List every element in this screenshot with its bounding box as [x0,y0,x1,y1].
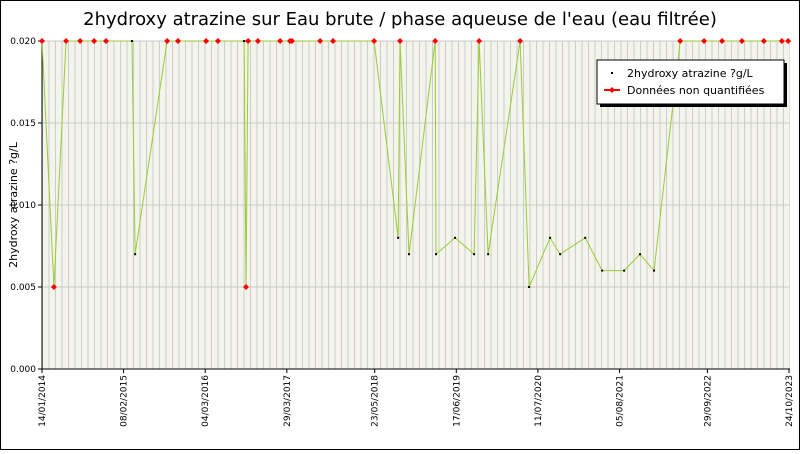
non-quantified-point [785,38,792,44]
y-tick-label: 0.005 [10,283,36,293]
non-quantified-point [738,38,745,44]
y-tick-label: 0.015 [10,119,36,129]
non-quantified-point [245,38,252,44]
non-quantified-point [77,38,84,44]
non-quantified-point [778,38,785,44]
non-quantified-point [63,38,70,44]
data-point [454,236,457,239]
non-quantified-point [243,284,250,290]
data-point [130,40,133,42]
non-quantified-point [397,38,404,44]
x-tick-label: 11/07/2020 [534,375,544,427]
data-point [601,269,604,272]
non-quantified-point [39,38,45,44]
non-quantified-point [701,38,708,44]
non-quantified-point [277,38,284,44]
chart-title: 2hydroxy atrazine sur Eau brute / phase … [83,9,717,30]
x-tick-label: 17/06/2019 [452,375,462,427]
legend-label: Données non quantifiées [627,84,765,97]
legend-marker [609,87,615,93]
data-point [435,253,438,256]
data-point [528,286,531,288]
x-tick-label: 05/08/2021 [616,375,626,427]
y-tick-label: 0.020 [10,37,36,47]
x-tick-label: 08/02/2015 [120,375,130,427]
data-point [134,253,137,256]
non-quantified-point [175,38,182,44]
y-axis-label: 2hydroxy atrazine ?g/L [7,141,20,268]
non-quantified-point [214,38,221,44]
x-tick-label: 04/03/2016 [201,375,211,427]
non-quantified-point [203,38,210,44]
non-quantified-point [476,38,483,44]
data-point [653,269,656,272]
x-tick-label: 29/03/2017 [283,375,293,427]
data-point [549,236,552,239]
x-tick-label: 24/10/2023 [785,375,795,427]
non-quantified-point [103,38,110,44]
data-point [584,236,587,239]
data-point [473,253,476,256]
legend-box [596,59,785,105]
x-tick-label: 23/05/2018 [371,375,381,427]
non-quantified-point [517,38,524,44]
non-quantified-point [330,38,337,44]
data-point [559,253,562,256]
non-quantified-point [289,38,296,44]
data-point [243,40,246,42]
non-quantified-point [164,38,171,44]
data-point [487,253,490,256]
non-quantified-point [760,38,767,44]
non-quantified-point [677,38,684,44]
non-quantified-point [254,38,261,44]
legend-marker [611,72,613,74]
non-quantified-point [317,38,324,44]
non-quantified-point [371,38,378,44]
x-tick-label: 29/09/2022 [703,375,713,427]
y-tick-label: 0.010 [10,201,36,211]
non-quantified-point [719,38,726,44]
non-quantified-point [432,38,439,44]
non-quantified-point [91,38,98,44]
data-point [623,269,626,272]
data-point [397,236,400,239]
data-point [408,253,411,256]
x-tick-label: 14/01/2014 [38,375,48,427]
y-tick-label: 0.000 [10,365,36,375]
data-point [639,253,642,256]
legend-label: 2hydroxy atrazine ?g/L [627,67,754,80]
non-quantified-point [50,284,57,290]
